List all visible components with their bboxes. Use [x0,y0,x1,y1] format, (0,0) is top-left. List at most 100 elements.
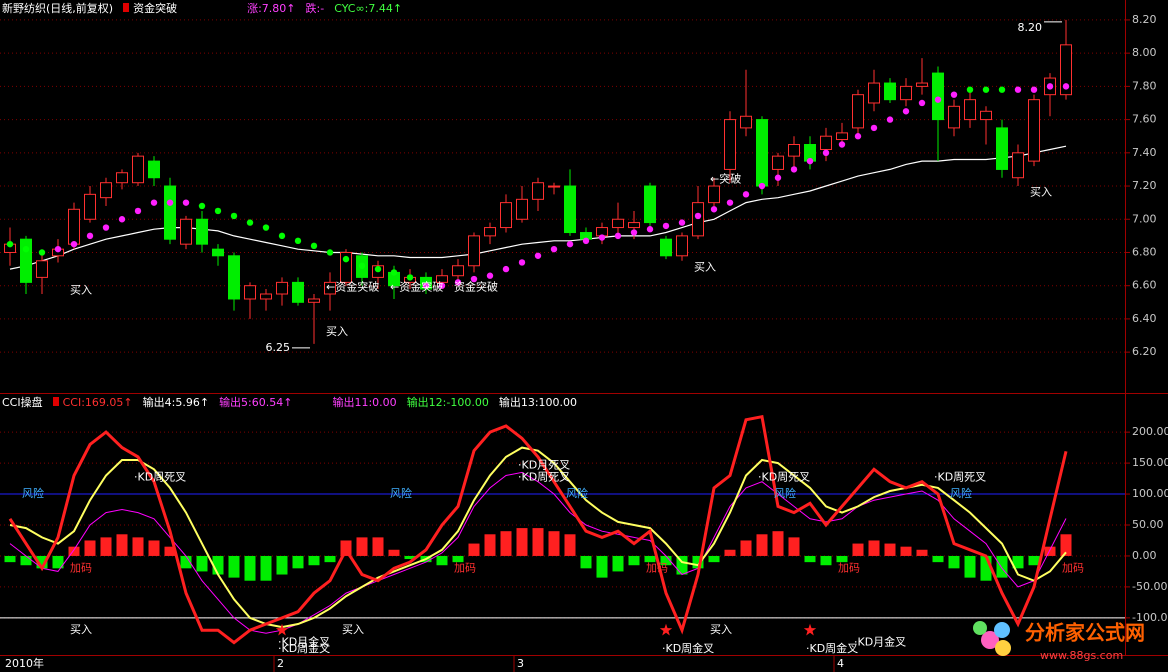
histogram-bar [644,555,656,563]
header-item: 输出13:100.00 [498,396,578,409]
high-label: 8.20 [1018,21,1043,34]
y-tick-label: 7.40 [1132,146,1157,159]
header-item: 输出12:-100.00 [406,396,489,409]
signal-dot [246,219,254,226]
histogram-bar [228,555,240,578]
y-tick-label: 8.00 [1132,46,1157,59]
signal-dot [54,245,62,253]
signal-dot [950,91,958,98]
signal-dot [230,212,238,220]
histogram-bar [196,555,208,572]
header-item: CCI:169.05↑ [53,396,133,410]
candle-body [452,265,464,277]
header-item: 输出5:60.54↑ [219,396,293,409]
histogram-bar [212,555,224,575]
candle-body [1028,99,1040,162]
signal-dot [790,166,798,173]
candle-body [868,82,880,104]
candle-body [196,218,208,245]
y-tick-label: 6.40 [1132,312,1157,325]
histogram-bar [484,534,496,556]
signal-dot [1062,83,1070,90]
candle-body [484,227,496,237]
y-tick-label: 200.00 [1132,425,1168,438]
annotation: ·KD周金叉 [278,641,330,655]
candle-body [292,281,304,303]
histogram-bar [1044,546,1056,556]
annotation: 买入 [1030,186,1052,199]
histogram-bar [84,540,96,556]
signal-dot [870,124,878,132]
candle-body [260,293,272,300]
signal-dot [166,199,174,206]
signal-dot [70,240,78,248]
signal-dot [326,249,334,256]
signal-dot [582,237,590,245]
histogram-bar [964,555,976,578]
candle-body [276,281,288,295]
signal-dot [6,240,14,248]
candle-body [852,94,864,129]
logo-petal [994,622,1010,638]
signal-dot [774,174,782,181]
candle-body [148,160,160,179]
indicator-line [9,471,1067,634]
histogram-bar [996,555,1008,578]
candle-body [500,202,512,229]
y-tick-label: 6.80 [1132,245,1157,258]
header-item: 资金突破 [123,2,177,16]
histogram-bar [660,555,672,566]
annotation: ·KD月金叉 [278,635,330,649]
y-tick-label: 7.60 [1132,113,1157,126]
annotation: 买入 [70,284,92,297]
signal-dot [182,199,190,206]
histogram-bar [948,555,960,569]
signal-dot [534,252,542,259]
candle-body [724,119,736,170]
annotation: 风险 [390,486,412,500]
signal-dot [838,141,846,148]
annotation: 加码 [70,561,92,574]
signal-star [275,623,289,636]
histogram-bar [276,555,288,575]
indicator-header: CCI操盘 CCI:169.05↑ 输出4:5.96↑ 输出5:60.54↑ 输出11:… [2,396,577,410]
histogram-bar [708,555,720,563]
histogram-bar [452,555,464,563]
histogram-bar [516,528,528,556]
candle-body [788,144,800,157]
signal-dot [294,237,302,245]
signal-dot [390,269,398,276]
annotation: ·KD周死叉 [518,470,570,483]
histogram-bar [884,543,896,556]
y-tick-label: 50.00 [1132,518,1164,531]
annotation: 加码 [454,561,476,574]
signal-dot [1046,83,1054,90]
annotation: ·KD周金叉 [806,641,858,655]
signal-dot [726,199,734,206]
signal-dot [278,232,286,240]
histogram-bar [1060,534,1072,556]
histogram-bar [324,555,336,563]
histogram-bar [20,555,32,566]
signal-dot [214,207,222,215]
header-item: 新野纺织(日线,前复权) [2,2,114,15]
signal-dot [550,245,558,253]
candle-body [980,110,992,121]
histogram-bar [772,531,784,556]
histogram-bar [980,555,992,581]
annotation: 买入 [342,623,364,636]
signal-dot [566,240,574,248]
histogram-bar [1028,555,1040,566]
signal-star [659,623,673,636]
histogram-bar [916,549,928,556]
histogram-bar [548,531,560,556]
date-label: 2 [277,657,284,670]
signal-dot [598,234,606,241]
header-item: CYC∞:7.44↑ [334,2,403,15]
histogram-bar [788,537,800,556]
histogram-bar [52,555,64,569]
histogram-bar [836,555,848,563]
candle-body [676,235,688,257]
